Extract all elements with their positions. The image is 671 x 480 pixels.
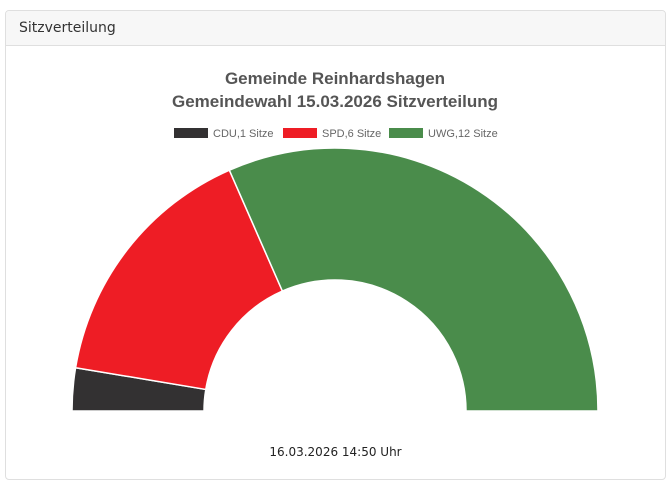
legend-swatch-cdu[interactable] bbox=[174, 128, 208, 138]
chart-title-line-1: Gemeinde Reinhardshagen bbox=[225, 69, 445, 88]
slice-uwg[interactable] bbox=[228, 147, 599, 412]
legend-swatch-uwg[interactable] bbox=[389, 128, 423, 138]
slice-spd[interactable] bbox=[74, 169, 284, 391]
legend-label-uwg[interactable]: UWG,12 Sitze bbox=[428, 128, 498, 140]
chart-legend: CDU,1 Sitze SPD,6 Sitze UWG,12 Sitze bbox=[174, 128, 498, 140]
legend-label-cdu[interactable]: CDU,1 Sitze bbox=[213, 128, 274, 140]
seat-chart: Gemeinde Reinhardshagen Gemeindewahl 15.… bbox=[71, 69, 599, 412]
chart-slices bbox=[71, 147, 599, 412]
chart-title-line-2: Gemeindewahl 15.03.2026 Sitzverteilung bbox=[172, 92, 498, 111]
legend-swatch-spd[interactable] bbox=[283, 128, 317, 138]
card-header: Sitzverteilung bbox=[6, 11, 665, 46]
legend-label-spd[interactable]: SPD,6 Sitze bbox=[322, 128, 381, 140]
timestamp: 16.03.2026 14:50 Uhr bbox=[269, 445, 402, 459]
